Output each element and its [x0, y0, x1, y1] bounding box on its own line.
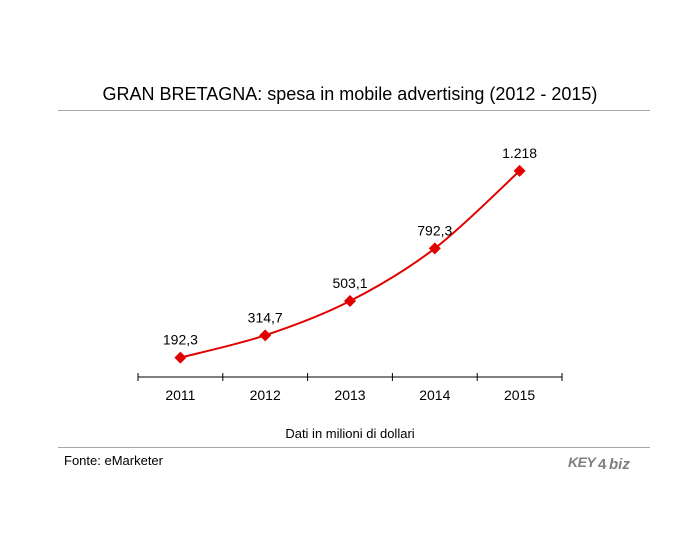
data-label: 503,1 [332, 275, 367, 291]
line-chart: 2011 2012 2013 2014 2015 192,3 314,7 503,1 792,3… [137, 145, 563, 403]
data-point-marker [259, 329, 272, 342]
data-point-marker [174, 351, 187, 364]
data-label: 192,3 [163, 332, 198, 348]
series-line [180, 170, 521, 359]
x-tick-label: 2012 [250, 387, 281, 403]
svg-text:4: 4 [598, 456, 607, 473]
svg-text:KEY: KEY [568, 454, 597, 470]
x-tick-label: 2011 [165, 387, 195, 403]
bottom-divider [58, 447, 650, 448]
data-label: 1.218 [502, 145, 537, 161]
data-label: 792,3 [417, 222, 452, 238]
svg-text:biz: biz [609, 456, 630, 473]
x-tick-label: 2014 [419, 387, 450, 403]
chart-title: GRAN BRETAGNA: spesa in mobile advertisi… [102, 84, 598, 104]
source-label: Fonte: eMarketer [64, 453, 163, 468]
key4biz-logo: KEY 4 biz [568, 454, 630, 473]
data-point-marker [428, 242, 441, 255]
data-label: 314,7 [248, 309, 283, 325]
top-divider [58, 110, 650, 111]
units-note: Dati in milioni di dollari [285, 426, 415, 441]
x-tick-label: 2015 [504, 387, 535, 403]
data-point-marker [513, 164, 526, 177]
x-tick-label: 2013 [334, 387, 365, 403]
data-point-marker [344, 295, 356, 308]
